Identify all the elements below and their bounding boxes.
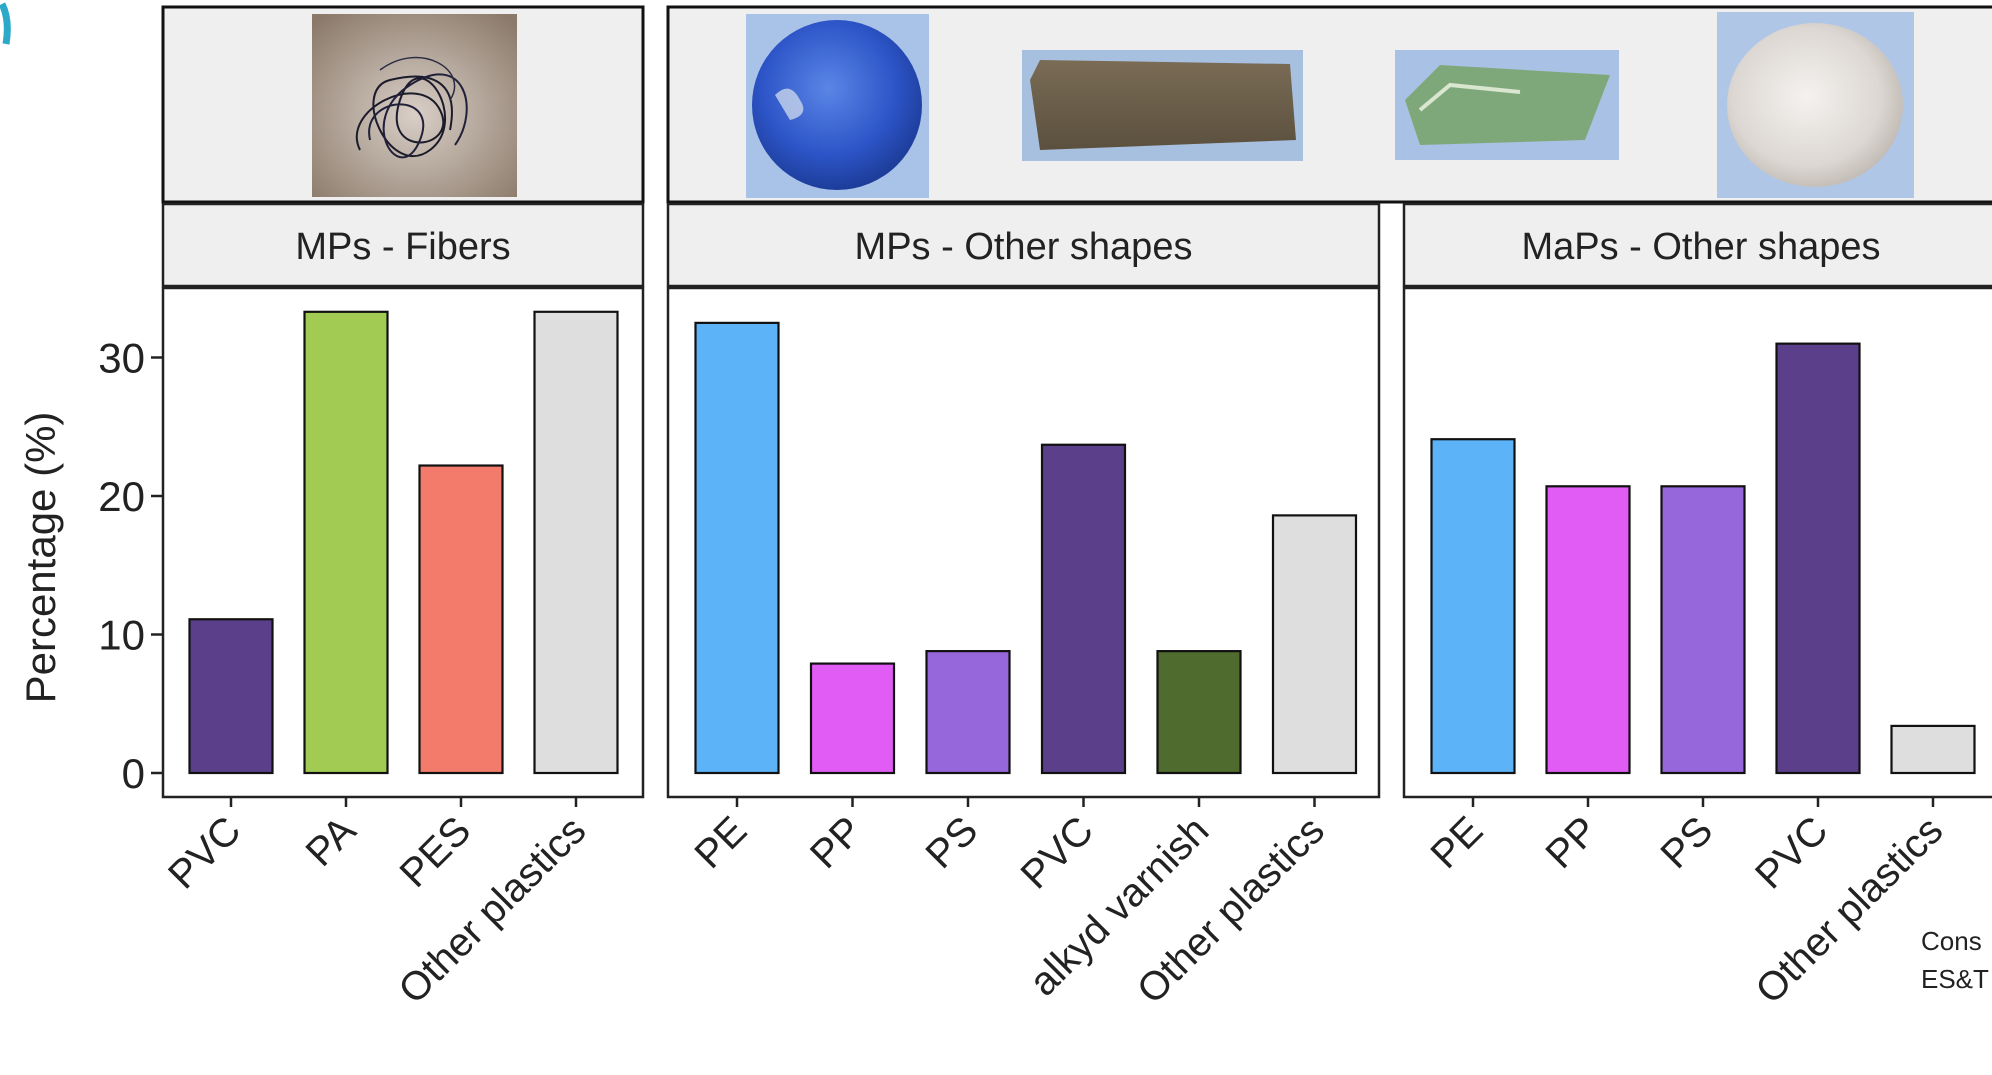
panel-strip <box>1402 202 1992 288</box>
x-tick-label: PE <box>1423 808 1492 877</box>
bar-ps <box>925 650 1011 775</box>
x-tick-label: PA <box>298 808 365 875</box>
x-tick-label: PES <box>392 808 480 896</box>
fiber-photo-box <box>161 5 645 204</box>
x-tick-label: PE <box>687 808 756 877</box>
panel-strip <box>666 202 1381 288</box>
fiber-tangle-photo <box>312 14 517 197</box>
white-foam-photo <box>1717 12 1914 198</box>
green-flake-photo <box>1395 50 1619 160</box>
bar-pp <box>809 662 896 775</box>
corner-accent-mark <box>0 2 11 45</box>
panel-strip <box>161 202 645 288</box>
x-tick-label: PS <box>1653 808 1722 877</box>
y-tick-label: 20 <box>98 473 145 520</box>
bar-pe <box>694 321 780 775</box>
panel-border <box>1402 286 1992 799</box>
chart-plot-area: Percentage (%) 0 10 20 30 MPs - Fibers PVC PA PE… <box>17 202 1992 1012</box>
y-axis-title: Percentage (%) <box>17 412 64 704</box>
bar-other-plastics <box>533 310 619 775</box>
bar-ps <box>1660 485 1746 775</box>
x-tick-label: PP <box>1538 808 1607 877</box>
bar-pp <box>1545 485 1631 775</box>
fragments-photo-box <box>666 5 1992 204</box>
panel-border <box>666 286 1381 799</box>
bar-other-plastics <box>1271 514 1358 775</box>
bar-pvc <box>188 618 274 775</box>
bar-other-plastics <box>1890 724 1976 775</box>
citation-line-1: Cons <box>1921 926 1982 956</box>
bar-pes <box>418 464 504 775</box>
bar-alkyd-varnish <box>1156 650 1242 775</box>
bar-pvc <box>1775 342 1861 775</box>
x-tick-label: PVC <box>1747 808 1836 897</box>
y-tick-label: 0 <box>122 750 145 797</box>
y-tick-label: 10 <box>98 612 145 659</box>
x-tick-label: PVC <box>1013 808 1102 897</box>
x-tick-label: PP <box>802 808 871 877</box>
citation-line-2: ES&T <box>1921 964 1989 994</box>
y-tick-label: 30 <box>98 335 145 382</box>
x-tick-label: PVC <box>160 808 249 897</box>
bar-pe <box>1430 438 1516 775</box>
panel-border <box>161 286 645 799</box>
panel-title: MPs - Other shapes <box>855 226 1193 268</box>
panel-title: MPs - Fibers <box>295 226 510 268</box>
brown-block-photo <box>1022 50 1303 161</box>
x-tick-label: PS <box>918 808 987 877</box>
blue-sphere-photo <box>746 14 929 198</box>
bar-pa <box>303 310 389 775</box>
panel-title: MaPs - Other shapes <box>1521 226 1880 268</box>
bar-pvc <box>1040 443 1127 775</box>
